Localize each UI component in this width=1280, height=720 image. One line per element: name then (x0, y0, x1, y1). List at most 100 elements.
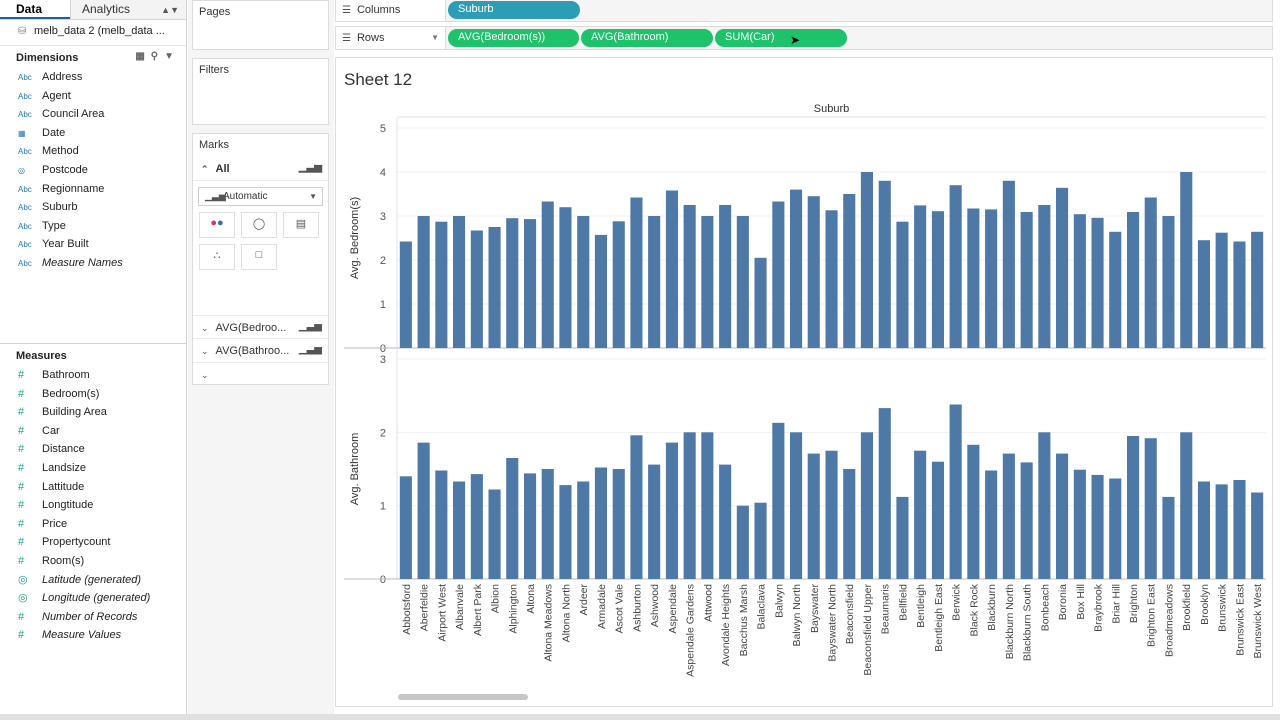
x-category-label: Brunswick East (1234, 584, 1246, 656)
bar-chart-icon: ▁▃▅ (298, 162, 322, 173)
bar-bathroom (453, 481, 466, 579)
bar-bedroom (630, 197, 643, 348)
marks-row-car[interactable]: ⌄ (193, 363, 328, 387)
bar-bedroom (701, 216, 714, 348)
measure-field[interactable]: # Distance (0, 440, 186, 459)
marks-title: Marks (199, 139, 229, 151)
measure-field[interactable]: ◎ Longitude (generated) (0, 589, 186, 608)
label-button[interactable]: ▤ (283, 212, 319, 238)
field-label: Suburb (42, 201, 78, 214)
x-category-label: Braybrook (1093, 583, 1105, 632)
dimension-field[interactable]: Abc Type (0, 217, 186, 236)
sheet-tabs-bar[interactable] (0, 714, 1280, 720)
tab-analytics[interactable]: Analytics ▲▼ (70, 0, 186, 19)
bar-bedroom (417, 216, 430, 348)
bar-bedroom (648, 216, 661, 348)
measure-field[interactable]: # Bedroom(s) (0, 385, 186, 404)
grid-view-icon[interactable]: ▦ (135, 51, 151, 62)
dimension-field[interactable]: Abc Measure Names (0, 254, 186, 273)
marks-all-label: All (215, 163, 230, 175)
y-axis-title: Avg. Bedroom(s) (349, 197, 361, 279)
field-label: Type (42, 219, 66, 232)
measure-field[interactable]: # Longtitude (0, 496, 186, 515)
sheet-title: Sheet 12 (344, 70, 413, 89)
marks-all-row[interactable]: ⌃ All ▁▃▅ (193, 157, 328, 181)
rows-pill-bathroom[interactable]: AVG(Bathroom) (581, 29, 713, 47)
dimension-field[interactable]: Abc Regionname (0, 180, 186, 199)
cards-pane: Pages Filters Marks ⌃ All ▁▃▅ ▁▃▅ Automat… (188, 0, 334, 714)
bar-bathroom (683, 432, 696, 579)
dimension-field[interactable]: Abc Agent (0, 87, 186, 106)
bar-bathroom (1020, 462, 1033, 579)
bar-bedroom (807, 196, 820, 348)
x-category-label: Ascot Vale (614, 584, 626, 634)
mark-type-select[interactable]: ▁▃▅ Automatic ▼ (198, 187, 323, 206)
bar-bathroom (790, 432, 803, 579)
datasource-item[interactable]: ⛁ melb_data 2 (melb_data ... (0, 20, 186, 46)
measure-field[interactable]: # Number of Records (0, 608, 186, 627)
rows-pill-bedroom[interactable]: AVG(Bedroom(s)) (448, 29, 579, 47)
marks-row-bedroom[interactable]: ⌄ AVG(Bedroo... ▁▃▅ (193, 315, 328, 339)
size-button[interactable]: ◯ (241, 212, 277, 238)
bar-chart[interactable]: Suburb 0 1 2 3 4 5 Avg. Bedroom(s) 0 1 2 3 Avg. Bath… (336, 58, 1274, 708)
x-category-label: Ashburton (631, 584, 643, 632)
field-label: Regionname (42, 182, 105, 195)
tab-data[interactable]: Data (0, 0, 70, 19)
detail-button[interactable]: ∴ (199, 244, 235, 270)
x-category-label: Abbotsford (401, 584, 413, 635)
bar-bedroom (985, 209, 998, 348)
number-type-icon: # (18, 443, 25, 456)
dimension-field[interactable]: ▦ Date (0, 124, 186, 143)
bar-bathroom (470, 474, 483, 579)
rows-shelf[interactable]: ☰ Rows ▼ AVG(Bedroom(s)) AVG(Bathroom) SU… (335, 26, 1273, 50)
bar-bathroom (701, 432, 714, 579)
measure-field[interactable]: # Lattitude (0, 478, 186, 497)
columns-pill-suburb[interactable]: Suburb (448, 1, 580, 19)
bar-bedroom (949, 185, 962, 348)
color-button[interactable]: ●● (199, 212, 235, 238)
tooltip-button[interactable]: □ (241, 244, 277, 270)
measure-field[interactable]: # Price (0, 515, 186, 534)
columns-shelf[interactable]: ☰ Columns Suburb (335, 0, 1273, 22)
rows-icon: ☰ (342, 33, 351, 44)
bar-bathroom (577, 481, 590, 579)
x-category-label: Blackburn (986, 584, 998, 631)
bar-bedroom (931, 211, 944, 348)
search-icon[interactable]: ⚲ (150, 51, 165, 62)
bar-bedroom (1144, 197, 1157, 348)
measure-field[interactable]: # Room(s) (0, 552, 186, 571)
rows-pill-car[interactable]: SUM(Car) (715, 29, 847, 47)
x-category-label: Berwick (951, 583, 963, 621)
measure-field[interactable]: # Measure Values (0, 626, 186, 645)
bar-bathroom (967, 444, 980, 579)
bar-bedroom (719, 205, 732, 348)
dimension-field[interactable]: Abc Council Area (0, 105, 186, 124)
measure-field[interactable]: # Car (0, 422, 186, 441)
measure-field[interactable]: # Bathroom (0, 366, 186, 385)
pages-card[interactable]: Pages (192, 0, 329, 50)
measure-field[interactable]: # Building Area (0, 403, 186, 422)
dimension-field[interactable]: Abc Year Built (0, 235, 186, 254)
bar-bedroom (896, 221, 909, 348)
pane-divider (0, 343, 186, 344)
measure-field[interactable]: # Landsize (0, 459, 186, 478)
dimension-field[interactable]: Abc Suburb (0, 198, 186, 217)
bar-bathroom (1162, 496, 1175, 579)
dropdown-arrow-icon[interactable]: ▼ (164, 51, 180, 62)
horizontal-scrollbar[interactable] (398, 694, 528, 700)
dimension-field[interactable]: ◎ Postcode (0, 161, 186, 180)
marks-row-bathroom[interactable]: ⌄ AVG(Bathroo... ▁▃▅ (193, 339, 328, 363)
x-category-label: Airport West (436, 584, 448, 642)
dimension-field[interactable]: Abc Method (0, 142, 186, 161)
field-label: Longtitude (42, 499, 94, 512)
x-category-label: Balaclava (756, 584, 768, 630)
filters-card[interactable]: Filters (192, 58, 329, 125)
measures-section: Measures # Bathroom # Bedroom(s) # Building A… (0, 344, 186, 645)
marks-buttons-row-2: ∴ □ (199, 244, 328, 270)
x-category-label: Altona Meadows (543, 584, 555, 662)
dimension-field[interactable]: Abc Address (0, 68, 186, 87)
measure-field[interactable]: ◎ Latitude (generated) (0, 571, 186, 590)
chevron-down-icon: ▼ (431, 33, 439, 42)
x-category-label: Alphington (507, 584, 519, 634)
measure-field[interactable]: # Propertycount (0, 533, 186, 552)
